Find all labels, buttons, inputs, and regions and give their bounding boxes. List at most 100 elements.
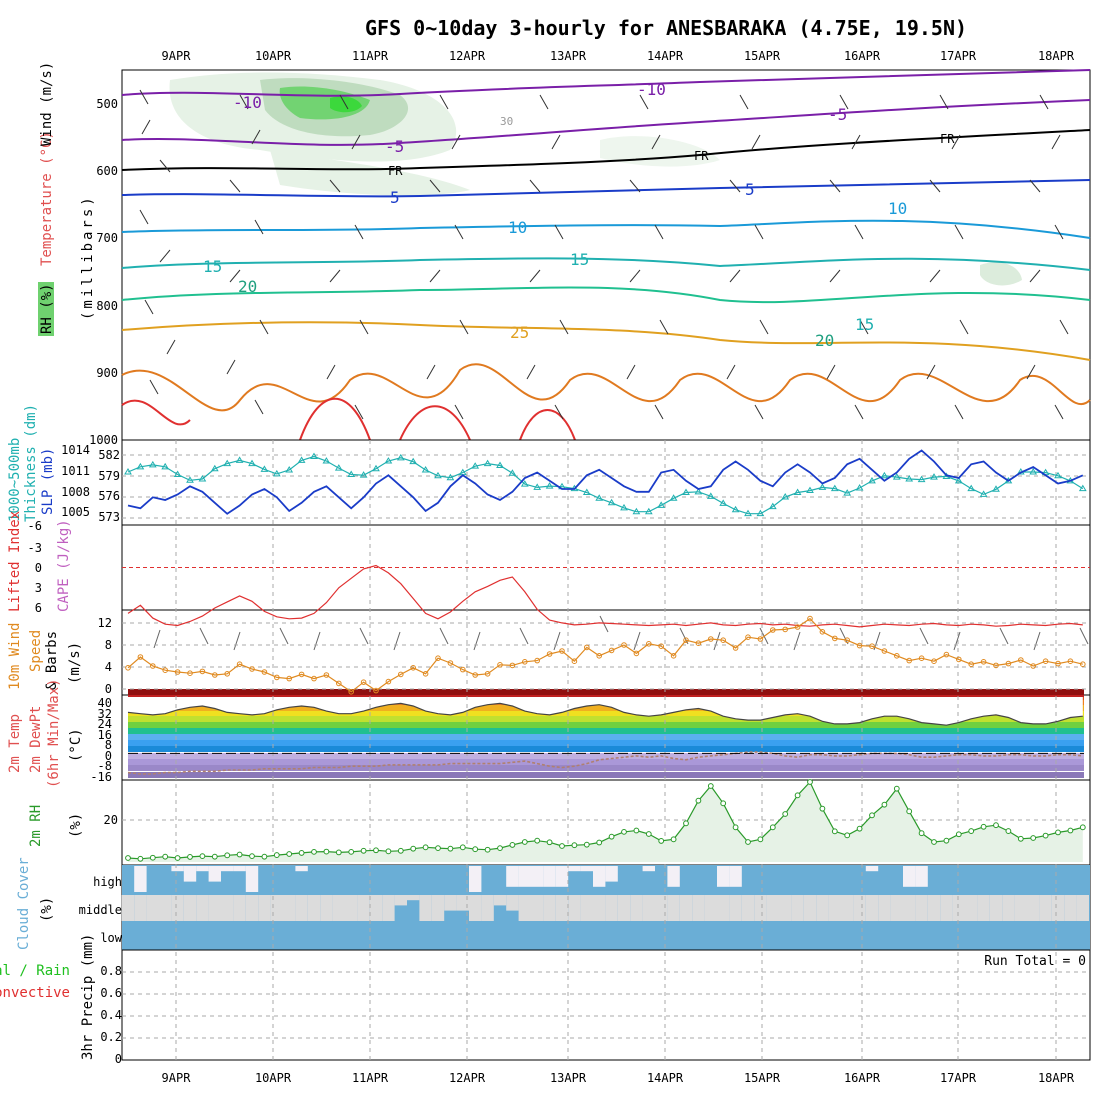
contour-label: 20 <box>815 331 834 350</box>
temp2m-line <box>127 702 1083 726</box>
rh2m-point <box>397 847 404 854</box>
isotherm-20 <box>121 286 1091 304</box>
slp-tick: 1011 <box>61 464 90 478</box>
axis-label-cape: CAPE (J/kg) <box>56 519 72 612</box>
cloud-gap <box>320 895 333 921</box>
rh2m-point <box>583 841 590 848</box>
isotherm-freezing <box>121 129 1091 171</box>
rh2m-point <box>323 848 330 855</box>
rh2m-point <box>435 845 441 852</box>
rh2m-point <box>348 848 355 855</box>
thickness-point <box>347 470 356 478</box>
wind-barb <box>926 94 969 420</box>
wind-barb <box>426 94 469 420</box>
thickness-point <box>334 464 343 471</box>
wind10m-point <box>646 641 652 647</box>
wind10m-point <box>980 659 987 665</box>
wind10m-point <box>522 659 528 665</box>
cloud-gap <box>977 895 990 921</box>
bottom-date-label: 9APR <box>162 1071 192 1085</box>
wind10m-point <box>757 636 764 642</box>
bottom-date-label: 18APR <box>1038 1071 1075 1085</box>
wind10m-point <box>708 636 714 642</box>
rh2m-point <box>497 845 503 852</box>
rh2m-point <box>521 839 528 845</box>
wind10m-point <box>274 674 280 681</box>
top-date-label: 17APR <box>940 49 977 63</box>
cloud-gap <box>655 895 668 921</box>
axis-label-minmax: (6hr Min/Max) <box>46 678 62 788</box>
chart-series <box>124 449 1087 862</box>
wind10m-point <box>249 666 255 672</box>
cloud-gap <box>506 866 519 887</box>
rh2m-point <box>472 846 479 853</box>
temp-band <box>128 765 1084 771</box>
rh2m-point <box>199 853 206 860</box>
wind10m-point <box>174 669 181 675</box>
temp2m-tick: -16 <box>90 770 112 784</box>
rh2m-point <box>125 855 131 861</box>
cloud-gap <box>816 895 829 921</box>
cloud-gap <box>940 895 953 921</box>
isotherm-contours <box>121 69 1091 441</box>
wind10m-tick: 12 <box>98 616 112 630</box>
axis-label-precip-total: Total / Rain <box>0 963 70 979</box>
rh2m-point <box>546 839 553 846</box>
contour-label: -5 <box>385 137 404 156</box>
cloud-gap <box>171 895 184 921</box>
cloud-gap <box>667 895 680 921</box>
thickness-point <box>1029 467 1038 475</box>
top-date-label: 10APR <box>255 49 292 63</box>
thickness-point <box>818 483 827 490</box>
wind10m-point <box>559 648 565 654</box>
wind10m-point <box>261 669 268 675</box>
lifted-index-ticks: -6 -3 0 3 6 <box>28 519 42 615</box>
cloud-gap <box>270 895 283 921</box>
rh2m-point <box>373 847 379 854</box>
top-date-label: 18APR <box>1038 49 1075 63</box>
contour-label: 5 <box>390 188 400 207</box>
contour-label: 10 <box>508 218 527 237</box>
cloud-gap <box>345 895 358 921</box>
rh2m-point <box>1055 829 1061 836</box>
temp-band <box>128 734 1084 740</box>
rh2m-point <box>782 811 789 817</box>
thickness-point <box>310 452 318 460</box>
temp-band <box>128 710 1084 716</box>
wind10m-point <box>447 660 454 666</box>
cloud-gap <box>630 895 643 921</box>
panel-gridlines <box>122 440 1090 1060</box>
temp-band <box>128 705 1084 711</box>
top-date-label: 9APR <box>162 49 192 63</box>
cloud-gap <box>890 895 903 921</box>
cloud-gap <box>431 895 445 921</box>
thickness-point <box>768 502 777 510</box>
slp-line <box>127 449 1084 515</box>
axis-label-temperature: Temperature (°C) <box>39 131 55 266</box>
cloud-gap <box>828 895 841 921</box>
rh2m-point <box>732 824 739 831</box>
wind-barb <box>326 94 369 420</box>
wind-barb <box>826 94 869 420</box>
wind10m-point <box>683 637 689 644</box>
thickness-point <box>632 507 641 515</box>
thickness-point <box>644 507 653 515</box>
contour-label: 15 <box>203 257 222 276</box>
thickness-point <box>694 487 703 495</box>
rh2m-point <box>1017 835 1024 842</box>
lifted-index-line <box>127 564 1083 628</box>
cloud-gap <box>1076 895 1089 921</box>
isotherm-25 <box>121 321 1091 361</box>
temp-band <box>128 772 1084 778</box>
cloud-gap <box>506 895 519 911</box>
slp-ticks: 1014 1011 1008 1005 <box>61 443 90 519</box>
thickness-point <box>148 460 157 468</box>
axis-label-thickness-range: 1000~500mb <box>7 438 23 522</box>
rh2m-point <box>943 837 950 844</box>
contour-label: -10 <box>637 80 666 99</box>
thickness-point <box>657 501 666 508</box>
cloud-gap <box>865 866 879 872</box>
thickness-point <box>322 457 331 464</box>
wind10m-point <box>373 687 379 694</box>
